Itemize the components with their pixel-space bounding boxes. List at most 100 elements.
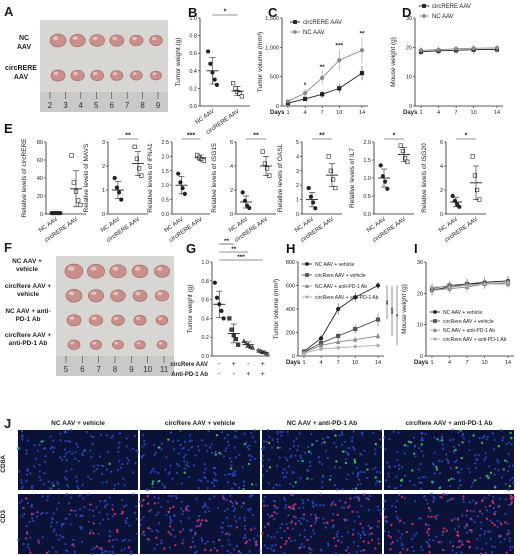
marker-dot bbox=[174, 543, 177, 547]
nucleus-dot bbox=[213, 479, 216, 482]
nucleus-dot bbox=[457, 443, 461, 447]
nucleus-dot bbox=[463, 526, 466, 529]
nucleus-dot bbox=[340, 431, 344, 434]
D-y-label: Mouse weight (g) bbox=[390, 37, 397, 87]
nucleus-dot bbox=[509, 548, 512, 551]
data-point bbox=[214, 82, 219, 87]
tumor-highlight bbox=[93, 71, 98, 76]
nucleus-dot bbox=[351, 487, 354, 491]
nucleus-dot bbox=[329, 474, 332, 478]
nucleus-dot bbox=[55, 508, 58, 511]
nucleus-dot bbox=[208, 497, 211, 500]
nucleus-dot bbox=[283, 530, 286, 533]
nucleus-dot bbox=[472, 499, 475, 502]
tumor-highlight bbox=[157, 292, 163, 296]
D-y-tick-label: 30 bbox=[406, 16, 412, 22]
nucleus-dot bbox=[507, 522, 510, 525]
ruler-label: 10 bbox=[143, 365, 152, 374]
nucleus-dot bbox=[476, 538, 479, 541]
nucleus-dot bbox=[149, 508, 153, 511]
marker-dot bbox=[155, 536, 158, 540]
tumor-highlight bbox=[53, 71, 59, 76]
nucleus-dot bbox=[306, 468, 309, 472]
marker-dot bbox=[456, 530, 459, 534]
nucleus-dot bbox=[322, 504, 325, 507]
nucleus-dot bbox=[227, 524, 230, 527]
nucleus-dot bbox=[276, 432, 279, 435]
x-tick-label: 7 bbox=[455, 110, 458, 116]
marker-dot bbox=[389, 536, 393, 539]
nucleus-dot bbox=[136, 532, 139, 536]
nucleus-dot bbox=[212, 466, 215, 469]
nucleus-dot bbox=[207, 430, 210, 433]
B-y-tick-label: 0.8 bbox=[189, 34, 197, 40]
nucleus-dot bbox=[197, 449, 201, 452]
marker-dot bbox=[142, 498, 145, 501]
series-point bbox=[436, 47, 441, 52]
nucleus-dot bbox=[266, 534, 269, 537]
nucleus-dot bbox=[496, 519, 499, 522]
nucleus-dot bbox=[153, 547, 156, 550]
nucleus-dot bbox=[424, 432, 427, 436]
nucleus-dot bbox=[149, 471, 152, 474]
nucleus-dot bbox=[315, 439, 318, 443]
nucleus-dot bbox=[309, 461, 312, 464]
nucleus-dot bbox=[280, 434, 283, 437]
marker-dot bbox=[445, 529, 449, 533]
micrograph-bg bbox=[262, 430, 382, 490]
nucleus-dot bbox=[460, 540, 464, 544]
nucleus-dot bbox=[210, 443, 213, 446]
nucleus-dot bbox=[82, 497, 85, 500]
nucleus-dot bbox=[356, 466, 359, 469]
H-y-tick-label: 400 bbox=[286, 307, 295, 313]
marker-dot bbox=[428, 545, 431, 548]
nucleus-dot bbox=[501, 439, 504, 442]
marker-dot bbox=[480, 499, 484, 503]
marker-dot bbox=[442, 530, 445, 534]
nucleus-dot bbox=[298, 506, 301, 510]
nucleus-dot bbox=[57, 538, 61, 541]
nucleus-dot bbox=[211, 451, 214, 454]
nucleus-dot bbox=[325, 436, 328, 439]
tumor-highlight bbox=[132, 36, 137, 41]
nucleus-dot bbox=[204, 542, 207, 545]
marker-dot bbox=[36, 511, 39, 514]
marker-dot bbox=[268, 466, 272, 469]
legend-entry: NC AAV + vehicle bbox=[443, 310, 482, 316]
marker-dot bbox=[308, 450, 311, 454]
marker-dot bbox=[447, 479, 451, 482]
nucleus-dot bbox=[317, 516, 320, 520]
nucleus-dot bbox=[227, 472, 230, 476]
series-point bbox=[375, 317, 381, 322]
row-label: circRere AAV bbox=[170, 362, 208, 368]
nucleus-dot bbox=[486, 530, 490, 533]
nucleus-dot bbox=[112, 552, 115, 555]
x-axis-label: Days bbox=[286, 360, 301, 366]
nucleus-dot bbox=[32, 465, 36, 468]
marker-dot bbox=[197, 525, 200, 528]
marker-dot bbox=[459, 429, 462, 432]
nucleus-dot bbox=[485, 438, 488, 441]
nucleus-dot bbox=[302, 501, 305, 505]
tumor-highlight bbox=[52, 36, 59, 41]
sig-label: ** bbox=[125, 133, 131, 140]
marker-dot bbox=[22, 506, 25, 510]
x-tick-label: 10 bbox=[482, 360, 488, 366]
series-point bbox=[320, 75, 325, 80]
nucleus-dot bbox=[250, 431, 253, 434]
marker-dot bbox=[472, 434, 475, 437]
nucleus-dot bbox=[187, 448, 190, 451]
data-point bbox=[212, 77, 217, 82]
marker-dot bbox=[426, 531, 429, 534]
nucleus-dot bbox=[188, 440, 191, 443]
nucleus-dot bbox=[449, 439, 452, 442]
series-line bbox=[303, 319, 379, 353]
E3-y-label: Relative levels of IFNA1 bbox=[147, 143, 154, 213]
nucleus-dot bbox=[91, 552, 94, 555]
x-tick-label: 4 bbox=[304, 110, 307, 116]
nucleus-dot bbox=[182, 510, 185, 513]
nucleus-dot bbox=[179, 443, 182, 447]
nucleus-dot bbox=[298, 534, 301, 537]
data-point bbox=[398, 143, 403, 148]
nucleus-dot bbox=[447, 499, 450, 502]
